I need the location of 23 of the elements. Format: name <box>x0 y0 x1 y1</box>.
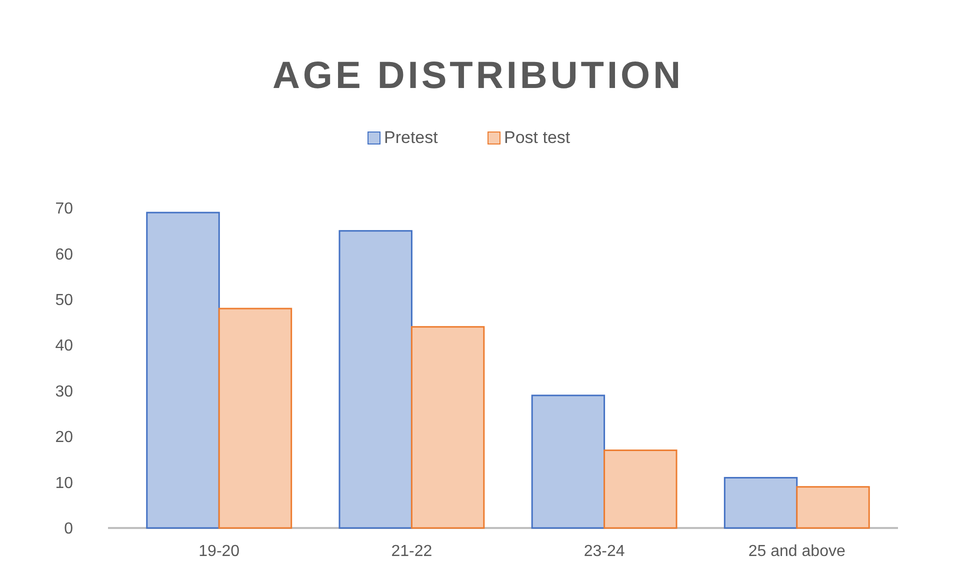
bar <box>724 476 798 529</box>
y-tick-label: 50 <box>55 292 74 310</box>
bar <box>604 450 678 529</box>
bar <box>146 212 220 529</box>
y-tick-label: 30 <box>55 383 74 400</box>
x-tick-label: 25 and above <box>748 543 846 560</box>
y-tick-label: 0 <box>64 520 74 538</box>
legend-label: Pretest <box>384 128 438 147</box>
y-tick-label: 20 <box>55 429 74 446</box>
legend-label: Post test <box>504 128 570 147</box>
bar <box>796 486 870 529</box>
x-tick-label: 21-22 <box>391 543 432 560</box>
x-tick-label: 19-20 <box>198 543 240 560</box>
bar <box>338 230 412 529</box>
y-tick-label: 60 <box>55 246 74 264</box>
x-tick-label: 23-24 <box>584 543 625 560</box>
y-tick-label: 10 <box>55 474 74 492</box>
bar <box>531 394 606 529</box>
y-tick-label: 70 <box>55 200 74 218</box>
bar <box>218 308 292 529</box>
bar <box>410 326 485 529</box>
chart-title: AGE DISTRIBUTION <box>272 55 684 97</box>
y-tick-label: 40 <box>55 338 74 355</box>
